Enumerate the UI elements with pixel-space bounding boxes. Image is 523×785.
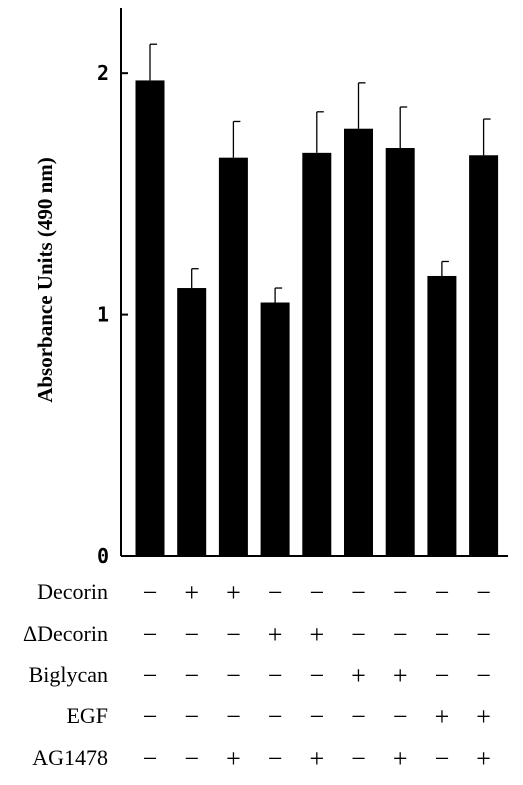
bar xyxy=(427,275,457,556)
condition-label: AG1478 xyxy=(32,745,108,770)
condition-sign: − xyxy=(476,578,491,607)
condition-sign: − xyxy=(435,661,450,690)
plot-area: 0 1 2 xyxy=(97,8,508,568)
bar xyxy=(260,302,290,556)
condition-sign: + xyxy=(393,744,408,773)
bar xyxy=(135,80,165,556)
condition-sign: − xyxy=(226,620,241,649)
condition-sign: − xyxy=(143,744,158,773)
bars xyxy=(135,80,499,557)
bar xyxy=(344,128,373,557)
condition-sign: + xyxy=(184,578,199,607)
condition-sign: − xyxy=(268,578,283,607)
condition-label: ΔDecorin xyxy=(23,621,108,646)
bar xyxy=(469,155,499,556)
condition-sign: − xyxy=(226,702,241,731)
condition-sign: − xyxy=(184,702,199,731)
condition-sign: + xyxy=(309,620,324,649)
condition-table: Decorin − + + − − − − − −ΔDecorin − − − + + − − − −Biglyca… xyxy=(23,578,491,773)
condition-sign: + xyxy=(226,744,241,773)
condition-sign: + xyxy=(476,702,491,731)
condition-sign: − xyxy=(143,661,158,690)
condition-sign: + xyxy=(435,702,450,731)
condition-sign: − xyxy=(268,661,283,690)
condition-sign: − xyxy=(184,744,199,773)
condition-sign: − xyxy=(435,578,450,607)
y-ticks: 0 1 2 xyxy=(97,61,128,568)
condition-sign: − xyxy=(393,578,408,607)
condition-sign: − xyxy=(435,620,450,649)
condition-sign: − xyxy=(351,702,366,731)
condition-sign: − xyxy=(351,744,366,773)
condition-sign: − xyxy=(268,744,283,773)
condition-sign: + xyxy=(476,744,491,773)
condition-sign: − xyxy=(435,744,450,773)
condition-sign: − xyxy=(351,578,366,607)
bar xyxy=(218,157,248,556)
condition-sign: − xyxy=(143,620,158,649)
condition-sign: − xyxy=(184,661,199,690)
bar xyxy=(302,152,332,556)
condition-sign: − xyxy=(143,702,158,731)
condition-sign: − xyxy=(309,702,324,731)
y-tick-label: 1 xyxy=(97,303,109,327)
y-tick-label: 2 xyxy=(97,61,109,85)
condition-sign: − xyxy=(309,661,324,690)
condition-label: EGF xyxy=(66,703,108,728)
condition-sign: − xyxy=(476,661,491,690)
condition-sign: − xyxy=(351,620,366,649)
condition-sign: − xyxy=(226,661,241,690)
y-tick-label: 0 xyxy=(97,544,109,568)
bar xyxy=(385,148,415,556)
condition-sign: − xyxy=(268,702,283,731)
condition-sign: + xyxy=(226,578,241,607)
condition-label: Decorin xyxy=(37,579,108,604)
condition-sign: + xyxy=(351,661,366,690)
condition-sign: − xyxy=(309,578,324,607)
condition-sign: − xyxy=(143,578,158,607)
condition-label: Biglycan xyxy=(29,662,108,687)
condition-sign: − xyxy=(393,620,408,649)
bar xyxy=(177,288,207,556)
error-bars xyxy=(149,43,491,303)
condition-sign: + xyxy=(393,661,408,690)
condition-sign: − xyxy=(476,620,491,649)
condition-sign: + xyxy=(268,620,283,649)
condition-sign: − xyxy=(184,620,199,649)
y-axis-label: Absorbance Units (490 nm) xyxy=(33,157,57,403)
condition-sign: + xyxy=(309,744,324,773)
condition-sign: − xyxy=(393,702,408,731)
